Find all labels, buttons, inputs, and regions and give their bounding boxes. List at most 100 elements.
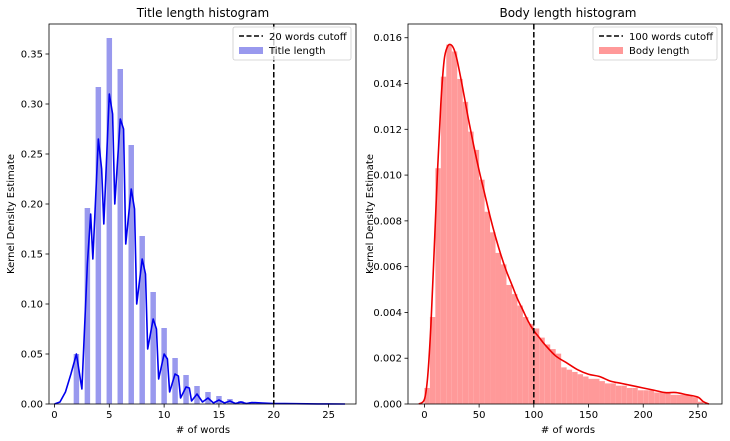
histogram-bar <box>440 76 447 404</box>
legend-entry-cutoff: 20 words cutoff <box>269 32 348 43</box>
y-tick-label: 0.000 <box>373 400 402 411</box>
y-tick-label: 0.008 <box>373 216 402 227</box>
x-axis-label: # of words <box>176 425 230 436</box>
kde-curve <box>418 43 710 405</box>
histogram-bar <box>490 232 496 404</box>
histogram-bar <box>533 328 540 404</box>
y-tick-label: 0.002 <box>373 354 402 365</box>
x-tick-label: 50 <box>473 410 486 421</box>
histogram-bar <box>686 394 693 404</box>
histogram-bar <box>451 51 458 404</box>
histogram-bar <box>468 131 474 404</box>
y-tick-label: 0.20 <box>21 200 43 211</box>
y-tick-label: 0.00 <box>21 400 43 411</box>
histogram-bar <box>593 378 600 404</box>
histogram-bar <box>528 323 534 404</box>
x-tick-label: 10 <box>158 410 171 421</box>
histogram-bar <box>161 328 167 404</box>
kde-line <box>418 43 710 405</box>
histogram-bar <box>681 394 687 404</box>
histogram-bar <box>632 387 638 404</box>
y-tick-label: 0.010 <box>373 171 402 182</box>
histogram-bar <box>697 401 704 404</box>
y-tick-label: 0.016 <box>373 33 402 44</box>
legend-box <box>592 26 718 61</box>
histogram-bar <box>479 179 485 404</box>
y-tick-label: 0.15 <box>21 250 43 261</box>
body-length-chart: Body length histogram 0 50 100 150 200 250 0.… <box>365 6 723 436</box>
histogram-bar <box>139 236 145 404</box>
plot-frame <box>48 23 357 405</box>
histogram-bar <box>561 367 567 404</box>
legend-patch-icon <box>599 47 623 54</box>
x-tick-label: 0 <box>51 410 57 421</box>
y-tick-label: 0.35 <box>21 50 43 61</box>
histogram-bar <box>588 378 594 404</box>
histogram-bar <box>648 390 655 404</box>
histogram-bar <box>457 78 463 404</box>
y-tick-label: 0.10 <box>21 300 43 311</box>
x-tick-label: 150 <box>579 410 598 421</box>
histogram-bar <box>429 317 436 404</box>
histogram-bar <box>610 383 616 404</box>
histogram-bar <box>106 38 113 404</box>
histogram-bar <box>522 317 529 404</box>
histogram-bar <box>544 344 551 404</box>
legend-entry-series: Body length <box>629 46 689 57</box>
histogram-bar <box>599 381 605 404</box>
histogram-bar <box>484 211 491 404</box>
histogram-bar <box>183 375 189 404</box>
histogram-bar <box>500 264 507 404</box>
histogram-bar <box>577 374 584 404</box>
histogram-bar <box>604 383 611 404</box>
x-axis-ticks: 0 5 10 15 20 25 <box>51 404 335 421</box>
kde-line <box>54 93 346 405</box>
x-tick-label: 15 <box>213 410 226 421</box>
histogram-bars <box>73 38 255 404</box>
histogram-bar <box>670 394 677 404</box>
kde-curve <box>54 93 346 405</box>
histogram-bar <box>462 101 469 404</box>
y-axis-ticks: 0.000 0.002 0.004 0.006 0.008 0.010 0.012 0.014… <box>373 33 408 411</box>
histogram-bar <box>473 149 480 404</box>
x-tick-label: 250 <box>688 410 707 421</box>
y-tick-label: 0.014 <box>373 79 402 90</box>
chart-title: Body length histogram <box>499 6 636 20</box>
histogram-bar <box>539 337 545 404</box>
histogram-bar <box>555 353 562 404</box>
x-tick-label: 25 <box>322 410 335 421</box>
x-axis-label: # of words <box>541 425 595 436</box>
histogram-bar <box>626 387 633 404</box>
y-tick-label: 0.25 <box>21 150 43 161</box>
histogram-bar <box>424 387 430 404</box>
histogram-bar <box>692 397 698 404</box>
x-tick-label: 5 <box>106 410 112 421</box>
histogram-bar <box>643 390 649 404</box>
histogram-bar <box>84 208 91 404</box>
histogram-bar <box>495 252 501 404</box>
histogram-bar <box>654 392 660 404</box>
y-axis-ticks: 0.00 0.05 0.10 0.15 0.20 0.25 0.30 0.35 <box>21 50 49 411</box>
histogram-bar <box>150 292 156 404</box>
histogram-bar <box>511 294 518 404</box>
histogram-bar <box>583 376 589 404</box>
legend-entry-cutoff: 100 words cutoff <box>629 32 714 43</box>
histogram-bar <box>506 284 512 404</box>
x-tick-label: 0 <box>421 410 427 421</box>
legend-patch-icon <box>239 47 263 54</box>
legend-entry-series: Title length <box>268 46 325 57</box>
y-tick-label: 0.05 <box>21 350 43 361</box>
histogram-bar <box>128 145 134 404</box>
x-tick-label: 20 <box>267 410 280 421</box>
histogram-bar <box>572 371 578 404</box>
histogram-bar <box>566 369 573 404</box>
histogram-bar <box>95 87 102 404</box>
x-tick-label: 100 <box>524 410 543 421</box>
histogram-bars <box>424 44 704 404</box>
histogram-bar <box>435 168 441 404</box>
histogram-bar <box>172 358 178 404</box>
histogram-bar <box>621 385 627 404</box>
y-tick-label: 0.006 <box>373 262 402 273</box>
x-tick-label: 200 <box>634 410 653 421</box>
histogram-bar <box>676 394 682 404</box>
